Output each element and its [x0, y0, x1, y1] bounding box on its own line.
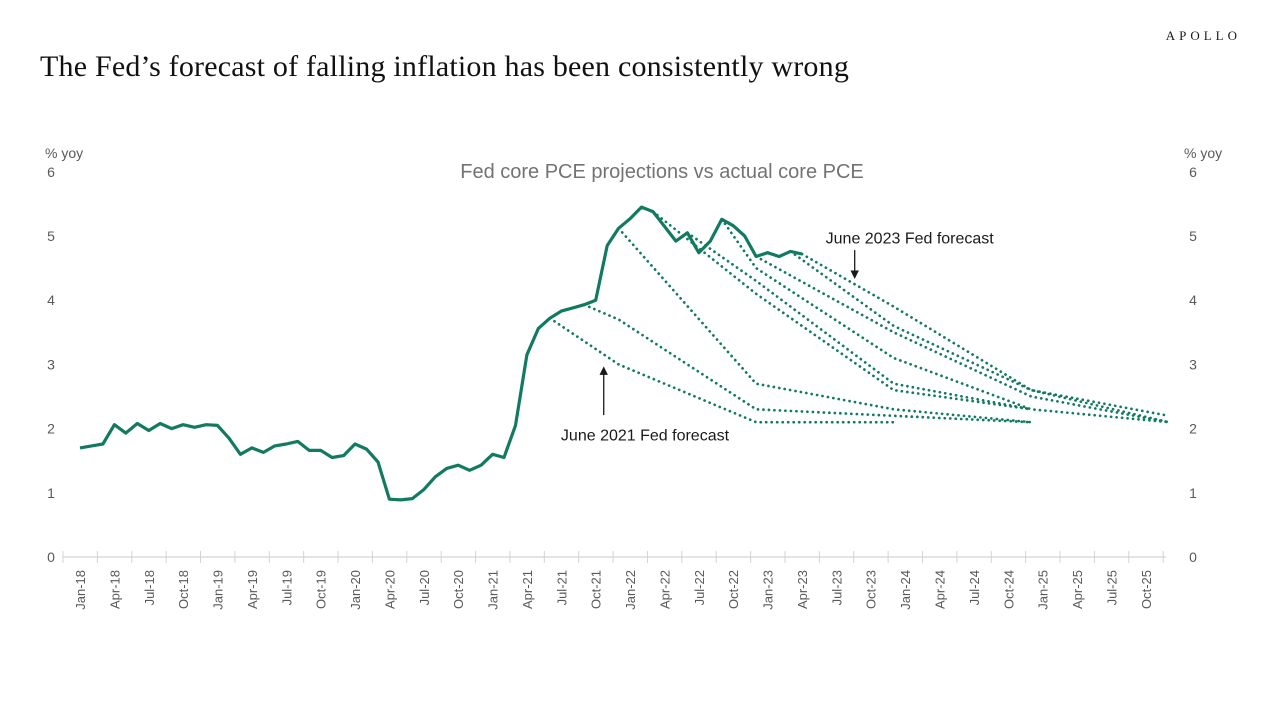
- y-tick-label-right: 5: [1189, 228, 1197, 244]
- x-tick-label: Jul-23: [829, 570, 844, 605]
- page-title: The Fed’s forecast of falling inflation …: [40, 50, 850, 83]
- x-tick-label: Apr-24: [933, 570, 948, 609]
- x-tick-label: Oct-19: [314, 570, 329, 609]
- y-axis-unit-left: % yoy: [45, 145, 83, 161]
- y-tick-label-left: 6: [47, 164, 55, 180]
- x-tick-label: Jul-25: [1104, 570, 1119, 605]
- forecast-line-december-2021-fed-forecast: [617, 226, 1033, 424]
- annotation-label-june-2023-fed-forecast: June 2023 Fed forecast: [826, 230, 995, 247]
- chart-title: Fed core PCE projections vs actual core …: [460, 161, 864, 183]
- y-tick-label-left: 3: [47, 356, 55, 372]
- x-tick-label: Jul-20: [417, 570, 432, 605]
- x-tick-label: Apr-18: [107, 570, 122, 609]
- x-tick-label: Apr-21: [520, 570, 535, 609]
- brand-logo: APOLLO: [1165, 28, 1241, 43]
- y-tick-label-right: 1: [1189, 485, 1197, 501]
- x-tick-label: Apr-23: [795, 570, 810, 609]
- annotation-label-june-2021-fed-forecast: June 2021 Fed forecast: [561, 428, 730, 445]
- x-tick-label: Jan-22: [623, 570, 638, 610]
- x-tick-label: Oct-24: [1001, 570, 1016, 609]
- forecast-line-june-2023-fed-forecast: [800, 252, 1171, 418]
- x-tick-label: Jan-18: [73, 570, 88, 610]
- forecast-line-september-2022-fed-forecast: [720, 217, 1171, 424]
- x-tick-label: Oct-18: [176, 570, 191, 609]
- x-tick-label: Jan-20: [348, 570, 363, 610]
- y-tick-label-left: 2: [47, 421, 55, 437]
- y-tick-label-right: 0: [1189, 549, 1197, 565]
- x-tick-label: Jul-19: [279, 570, 294, 605]
- x-tick-label: Apr-19: [245, 570, 260, 609]
- y-axis-unit-right: % yoy: [1184, 145, 1222, 161]
- forecast-line-june-2021-fed-forecast: [548, 316, 896, 424]
- x-tick-label: Jan-23: [761, 570, 776, 610]
- x-tick-label: Oct-22: [726, 570, 741, 609]
- x-tick-label: Oct-25: [1139, 570, 1154, 609]
- forecast-line-march-2022-fed-forecast: [651, 210, 1033, 411]
- x-tick-label: Jan-21: [486, 570, 501, 610]
- y-tick-label-right: 4: [1189, 292, 1197, 308]
- forecast-line-june-2022-fed-forecast: [686, 231, 1033, 411]
- x-tick-label: Jan-24: [898, 570, 913, 610]
- annotation-arrowhead-june-2023-fed-forecast: [850, 270, 859, 280]
- y-tick-label-right: 6: [1189, 164, 1197, 180]
- x-tick-label: Jul-22: [692, 570, 707, 605]
- x-tick-label: Apr-25: [1070, 570, 1085, 609]
- x-tick-label: Jul-18: [142, 570, 157, 605]
- x-tick-label: Jan-19: [211, 570, 226, 610]
- y-tick-label-right: 3: [1189, 356, 1197, 372]
- x-tick-label: Apr-20: [382, 570, 397, 609]
- x-tick-label: Oct-21: [589, 570, 604, 609]
- y-tick-label-left: 5: [47, 228, 55, 244]
- line-actual-core-pce: [79, 205, 803, 502]
- x-tick-label: Jul-24: [967, 570, 982, 605]
- x-tick-label: Oct-23: [864, 570, 879, 609]
- y-tick-label-left: 4: [47, 292, 55, 308]
- y-tick-label-left: 0: [47, 549, 55, 565]
- forecast-line-september-2021-fed-forecast: [582, 303, 1033, 424]
- x-tick-label: Jul-21: [554, 570, 569, 605]
- x-tick-label: Jan-25: [1036, 570, 1051, 610]
- annotation-arrowhead-june-2021-fed-forecast: [599, 366, 608, 375]
- y-tick-label-left: 1: [47, 485, 55, 501]
- x-tick-label: Oct-20: [451, 570, 466, 609]
- forecast-line-march-2023-fed-forecast: [789, 250, 1171, 424]
- forecast-line-december-2022-fed-forecast: [754, 255, 1171, 424]
- x-tick-label: Apr-22: [657, 570, 672, 609]
- y-tick-label-right: 2: [1189, 421, 1197, 437]
